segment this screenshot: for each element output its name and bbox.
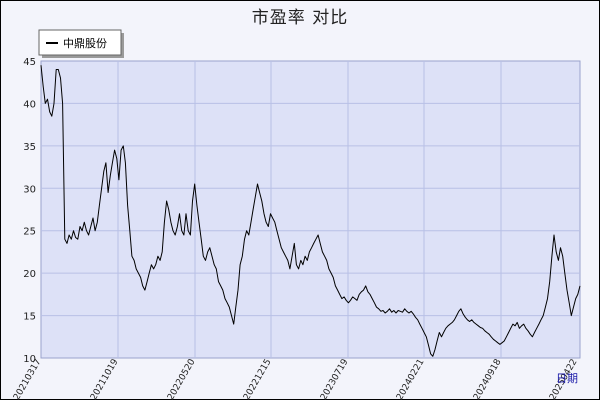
y-tick-label: 10 — [23, 354, 36, 365]
x-tick-label: 20221215 — [242, 358, 274, 400]
x-tick-label: 20240221 — [395, 358, 427, 400]
chart-title: 市盈率 对比 — [251, 8, 349, 28]
series-line — [40, 65, 581, 357]
y-tick-label: 15 — [23, 312, 36, 323]
y-tick-label: 35 — [23, 142, 36, 153]
legend-label: 中鼎股份 — [63, 37, 107, 50]
y-tick-label: 40 — [23, 99, 36, 110]
plot-area — [40, 60, 581, 359]
y-axis-ticks: 10 15 20 25 30 35 40 45 — [23, 57, 36, 365]
series-lines — [40, 65, 581, 357]
x-tick-label: 20220520 — [166, 357, 198, 400]
x-axis-ticks: 20210317 20211019 20220520 20221215 20230719… — [12, 357, 580, 400]
grid-lines — [41, 61, 580, 358]
x-axis-label: 日期 — [556, 372, 578, 385]
legend: 中鼎股份 — [38, 29, 124, 58]
x-tick-label: 20230719 — [319, 357, 351, 400]
x-tick-label: 20240918 — [472, 357, 504, 400]
y-tick-label: 45 — [23, 57, 36, 68]
y-tick-label: 30 — [23, 184, 36, 195]
x-tick-label: 20211019 — [89, 357, 121, 400]
y-tick-label: 25 — [23, 227, 36, 238]
y-tick-label: 20 — [23, 269, 36, 280]
